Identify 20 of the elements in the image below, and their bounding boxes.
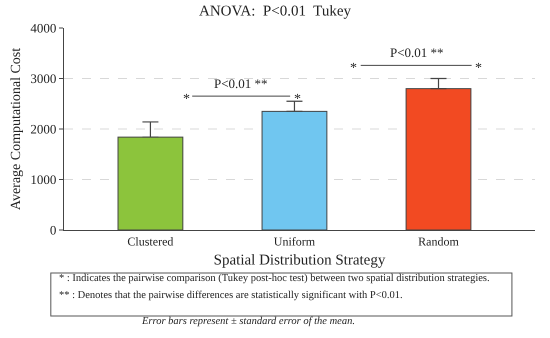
- annotation: P<0.01 **: [390, 45, 444, 60]
- annotation: *: [294, 92, 301, 107]
- annotation: *: [350, 61, 357, 76]
- y-tick-label: 2000: [30, 122, 56, 137]
- annotation: *: [475, 61, 482, 76]
- y-tick-label: 4000: [30, 20, 56, 36]
- y-tick-label: 1000: [30, 172, 56, 188]
- x-tick-label: Clustered: [127, 234, 174, 248]
- y-tick-label: 0: [50, 222, 56, 238]
- y-axis-title: Average Computational Cost: [9, 48, 24, 210]
- annotation: *: [183, 92, 190, 107]
- annotation: P<0.01 **: [214, 76, 268, 91]
- y-tick-label: 3000: [30, 71, 56, 86]
- chart-title: ANOVA: P<0.01 Tukey: [199, 4, 352, 20]
- text: ** : Denotes that the pairwise differences are statistically significant with P<0.01.: [59, 290, 403, 301]
- x-tick-label: Uniform: [274, 234, 316, 248]
- text: Error bars represent ± standard error of the mean.: [141, 316, 355, 327]
- x-axis-title: Spatial Distribution Strategy: [214, 252, 386, 268]
- text: * : Indicates the pairwise comparison (Tukey post-hoc test) between two spatial distribution strategies.: [59, 273, 490, 284]
- x-tick-label: Random: [418, 234, 460, 248]
